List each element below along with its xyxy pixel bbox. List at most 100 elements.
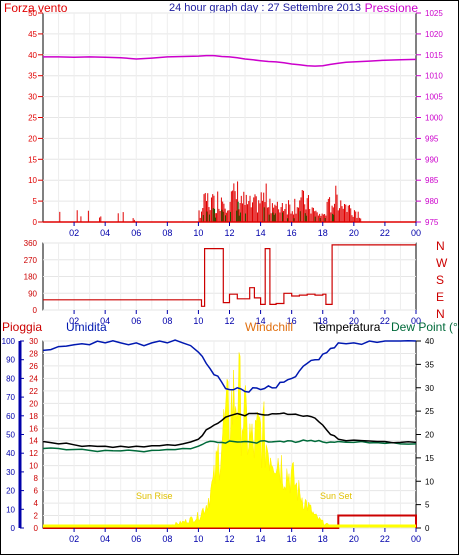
wind-speed-tick-label: 5 bbox=[33, 197, 38, 206]
rain-axis-title: Pioggia bbox=[2, 320, 42, 334]
pressure-tick-label: 1010 bbox=[425, 72, 443, 81]
wind-time-tick-label: 22 bbox=[380, 228, 390, 238]
humidity-tick-label: 80 bbox=[6, 374, 15, 383]
compass-label: E bbox=[436, 290, 444, 304]
atmos-time-ticks: 02 04 06 08 10 12 14 16 18 20 22 00 bbox=[69, 528, 421, 544]
humidity-tick-label: 10 bbox=[6, 505, 15, 514]
direction-degree-tick-label: 180 bbox=[24, 273, 38, 282]
rain-tick-label: 14 bbox=[29, 437, 38, 446]
humidity-ticks: 0 10 20 30 40 50 60 70 80 90 100 bbox=[2, 337, 24, 533]
compass-label: W bbox=[436, 256, 448, 270]
solar-radiation-area bbox=[159, 352, 336, 529]
wind-time-ticks: 02 04 06 08 10 12 14 16 18 20 22 00 bbox=[69, 222, 421, 238]
temperature-ticks: 0 5 10 15 20 25 30 35 40 bbox=[416, 337, 434, 533]
wind-speed-tick-label: 25 bbox=[28, 114, 37, 123]
rain-tick-label: 4 bbox=[34, 499, 39, 508]
direction-time-tick-label: 02 bbox=[69, 316, 79, 326]
atmos-time-tick-label: 20 bbox=[349, 534, 359, 544]
direction-degree-tick-label: 90 bbox=[28, 289, 37, 298]
direction-time-tick-label: 00 bbox=[411, 316, 421, 326]
wind-time-tick-label: 00 bbox=[411, 228, 421, 238]
wind-axis-title: Forza vento bbox=[4, 1, 68, 15]
dewpoint-label: Dew Point (°C bbox=[391, 320, 459, 334]
humidity-tick-label: 40 bbox=[6, 449, 15, 458]
wind-speed-tick-label: 50 bbox=[28, 9, 37, 18]
humidity-tick-label: 70 bbox=[6, 393, 15, 402]
temperature-line bbox=[42, 412, 417, 449]
rain-tick-label: 18 bbox=[29, 412, 38, 421]
wind-speed-tick-label: 10 bbox=[28, 176, 37, 185]
rain-tick-label: 10 bbox=[29, 462, 38, 471]
temperature-tick-label: 15 bbox=[425, 454, 434, 463]
wind-series bbox=[43, 181, 416, 223]
rain-tick-label: 12 bbox=[29, 449, 38, 458]
compass-label: S bbox=[436, 273, 444, 287]
humidity-axis-title: Umidita bbox=[66, 320, 107, 334]
rain-tick-label: 8 bbox=[34, 474, 39, 483]
humidity-tick-label: 50 bbox=[6, 431, 15, 440]
direction-time-tick-label: 12 bbox=[224, 316, 234, 326]
wind-time-tick-label: 04 bbox=[100, 228, 110, 238]
wind-time-tick-label: 18 bbox=[318, 228, 328, 238]
temperature-tick-label: 5 bbox=[425, 501, 430, 510]
temperature-tick-label: 10 bbox=[425, 477, 434, 486]
humidity-tick-label: 60 bbox=[6, 412, 15, 421]
wind-grid bbox=[43, 12, 416, 223]
pressure-axis-title: Pressione bbox=[365, 1, 419, 15]
humidity-tick-label: 30 bbox=[6, 468, 15, 477]
wind-speed-tick-label: 15 bbox=[28, 155, 37, 164]
direction-time-tick-label: 04 bbox=[100, 316, 110, 326]
humidity-tick-label: 20 bbox=[6, 487, 15, 496]
humidity-tick-label: 0 bbox=[11, 524, 16, 533]
wind-speed-tick-label: 40 bbox=[28, 51, 37, 60]
humidity-line bbox=[42, 339, 417, 393]
atmos-time-tick-label: 08 bbox=[162, 534, 172, 544]
temperature-tick-label: 35 bbox=[425, 360, 434, 369]
wind-speed-tick-label: 20 bbox=[28, 134, 37, 143]
direction-degree-tick-label: 270 bbox=[24, 256, 38, 265]
rain-tick-label: 24 bbox=[29, 374, 38, 383]
dewpoint-line bbox=[42, 439, 417, 453]
atmos-time-tick-label: 10 bbox=[193, 534, 203, 544]
pressure-tick-label: 975 bbox=[425, 218, 439, 227]
temperature-tick-label: 40 bbox=[425, 337, 434, 346]
direction-time-tick-label: 08 bbox=[162, 316, 172, 326]
rain-tick-label: 2 bbox=[34, 512, 39, 521]
direction-time-tick-label: 20 bbox=[349, 316, 359, 326]
pressure-tick-label: 1005 bbox=[425, 93, 443, 102]
pressure-tick-label: 995 bbox=[425, 134, 439, 143]
humidity-tick-label: 100 bbox=[2, 337, 16, 346]
direction-time-tick-label: 06 bbox=[131, 316, 141, 326]
wind-speed-tick-label: 35 bbox=[28, 72, 37, 81]
wind-time-tick-label: 08 bbox=[162, 228, 172, 238]
wind-time-tick-label: 06 bbox=[131, 228, 141, 238]
temperature-tick-label: 0 bbox=[425, 524, 430, 533]
rain-tick-label: 22 bbox=[29, 387, 38, 396]
atmos-time-tick-label: 00 bbox=[411, 534, 421, 544]
wind-time-tick-label: 10 bbox=[193, 228, 203, 238]
direction-time-tick-label: 10 bbox=[193, 316, 203, 326]
atmos-time-tick-label: 02 bbox=[69, 534, 79, 544]
rain-tick-label: 6 bbox=[34, 487, 39, 496]
pressure-tick-label: 1000 bbox=[425, 114, 443, 123]
wind-speed-tick-label: 45 bbox=[28, 30, 37, 39]
rain-tick-label: 30 bbox=[29, 337, 38, 346]
temperature-tick-label: 20 bbox=[425, 431, 434, 440]
rain-tick-label: 26 bbox=[29, 362, 38, 371]
atmos-time-tick-label: 22 bbox=[380, 534, 390, 544]
atmos-time-tick-label: 06 bbox=[131, 534, 141, 544]
atmos-time-tick-label: 16 bbox=[287, 534, 297, 544]
pressure-tick-label: 1025 bbox=[425, 9, 443, 18]
wind-time-tick-label: 02 bbox=[69, 228, 79, 238]
wind-direction-line bbox=[43, 244, 416, 307]
temperature-tick-label: 30 bbox=[425, 384, 434, 393]
rain-tick-label: 0 bbox=[34, 524, 39, 533]
pressure-tick-label: 1020 bbox=[425, 30, 443, 39]
atmos-time-tick-label: 14 bbox=[256, 534, 266, 544]
direction-degree-tick-label: 0 bbox=[33, 306, 38, 315]
wind-time-tick-label: 20 bbox=[349, 228, 359, 238]
pressure-tick-label: 990 bbox=[425, 155, 439, 164]
